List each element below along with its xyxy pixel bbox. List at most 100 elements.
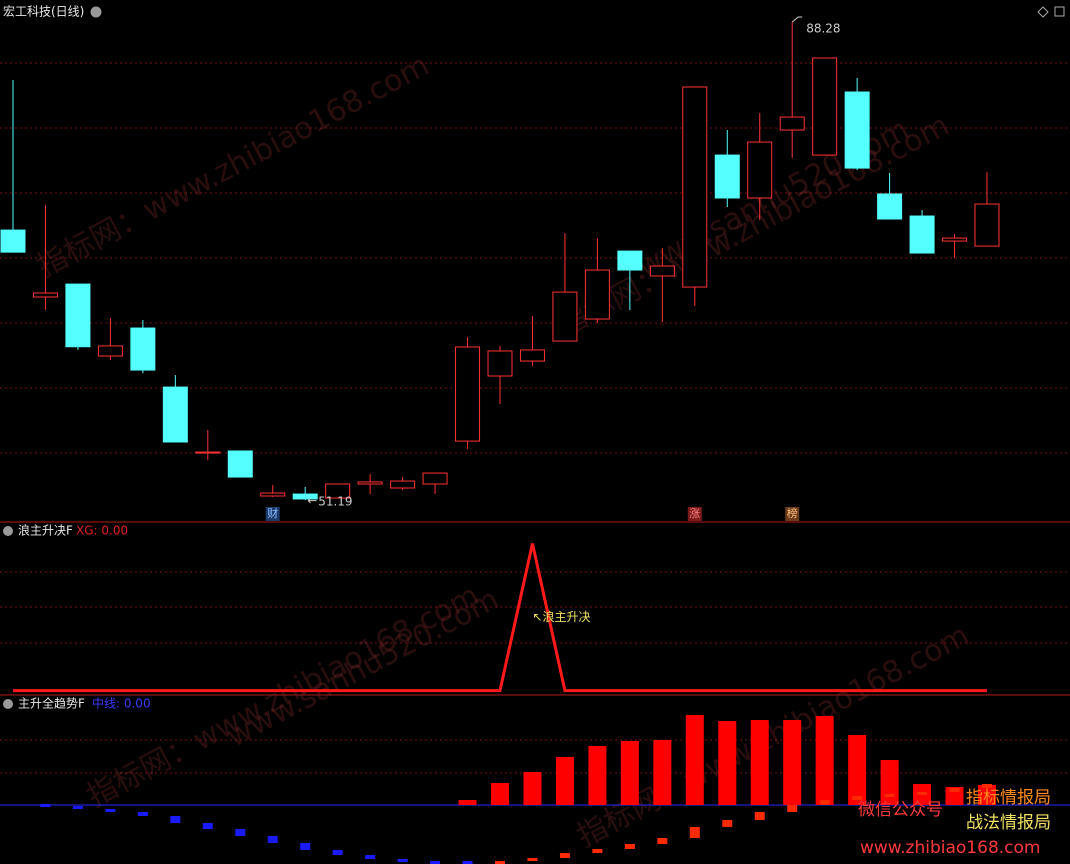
panel-title: 主升全趋势F <box>18 696 85 711</box>
trend-step <box>137 812 148 816</box>
histogram-bar <box>783 720 802 805</box>
candle-body <box>779 116 805 131</box>
candle-body <box>649 265 675 277</box>
trend-step <box>949 788 960 792</box>
max-label: 88.28 <box>806 22 840 36</box>
candle-body <box>390 480 416 489</box>
candle-body <box>455 346 481 442</box>
event-label: 榜 <box>787 506 798 520</box>
menu-icon[interactable] <box>3 699 13 709</box>
candle-body <box>519 349 545 362</box>
trend-step <box>754 812 765 820</box>
histogram-bar <box>555 757 574 805</box>
histogram-bar <box>685 715 704 805</box>
candle-body <box>65 283 91 348</box>
histogram-bar <box>880 760 899 805</box>
panel-legend: XG: 0.00 <box>76 524 128 538</box>
toggle-icon[interactable] <box>1037 6 1049 18</box>
max-pointer <box>791 16 803 23</box>
brand-url: www.zhibiao168.com <box>860 838 1040 858</box>
trend-step <box>72 806 83 809</box>
trend-step <box>332 850 343 855</box>
candle-body <box>552 291 578 342</box>
panel-title: 浪主升决F <box>18 523 73 538</box>
candle-body <box>32 292 58 298</box>
candle-body <box>909 215 935 254</box>
candle-body <box>357 481 383 485</box>
histogram-bar <box>588 746 607 805</box>
trend-step <box>689 827 700 838</box>
trend-step <box>105 809 116 812</box>
histogram-bar <box>815 716 834 805</box>
event-badge <box>687 507 702 521</box>
histogram-bar <box>848 735 867 805</box>
candle-body <box>422 472 448 485</box>
trend-step <box>884 794 895 797</box>
event-badge <box>265 507 280 521</box>
line-annotation: ↖浪主升决 <box>532 609 590 624</box>
trend-step <box>624 844 635 849</box>
candle-body <box>617 250 643 271</box>
candle-body <box>292 493 318 500</box>
trend-step <box>527 858 538 861</box>
histogram-bar <box>620 741 639 805</box>
histogram-bar <box>718 721 737 805</box>
brand-name: 战法情报局 <box>966 813 1051 833</box>
histogram-bar <box>523 772 542 805</box>
event-badge <box>785 507 800 521</box>
trend-step <box>397 859 408 862</box>
candle-body <box>974 203 1000 247</box>
brand-wechat: 微信公众号 <box>858 800 943 820</box>
candle-body <box>0 229 26 253</box>
min-arrow: ← <box>307 494 317 508</box>
menu-icon[interactable] <box>3 526 13 536</box>
candle-body <box>260 492 286 497</box>
trend-step <box>300 843 311 850</box>
brand-name: 指标情报局 <box>966 788 1051 808</box>
trend-step <box>40 804 51 807</box>
trend-step <box>495 861 505 864</box>
trend-step <box>819 800 830 805</box>
trend-step <box>592 849 603 853</box>
candle-body <box>162 386 188 443</box>
candle-body <box>97 345 123 357</box>
trend-step <box>787 805 798 812</box>
candle-body <box>877 193 903 220</box>
trend-step <box>917 792 928 795</box>
toggle-icon[interactable] <box>1054 6 1065 17</box>
trend-step <box>430 861 441 864</box>
histogram-bar <box>491 783 509 805</box>
candle-body <box>584 269 610 320</box>
candles: 财 涨 榜 88.28 ← 51.19 <box>0 16 1000 521</box>
candle-body <box>227 450 253 478</box>
trend-step <box>722 820 733 827</box>
candle-body <box>325 483 351 499</box>
candle-body <box>714 154 740 199</box>
candle-body <box>487 350 513 377</box>
header: 宏工科技(日线) 浪主升决F XG: 0.00 主升全趋势F 中线: 0.00 <box>3 4 1065 711</box>
panel-legend: 中线: 0.00 <box>92 696 151 711</box>
histogram-bar <box>978 785 996 805</box>
candle-body <box>747 141 773 199</box>
trend-step <box>462 861 473 864</box>
histogram-bar <box>750 720 769 805</box>
min-label: 51.19 <box>318 495 352 509</box>
histogram-bar <box>653 740 672 805</box>
trend-step <box>267 836 278 843</box>
trend-step <box>559 853 570 858</box>
candle-body <box>682 86 708 288</box>
trend-step <box>852 796 863 800</box>
event-label: 财 <box>267 506 278 520</box>
candle-body <box>844 91 870 169</box>
trend-step <box>365 855 376 859</box>
histogram-bar <box>458 800 477 805</box>
candle-body <box>942 237 968 242</box>
grid <box>0 62 1070 774</box>
menu-icon[interactable] <box>90 6 102 18</box>
trend-step <box>202 823 213 829</box>
candle-body <box>812 57 838 156</box>
trend-step <box>235 829 246 836</box>
candle-body <box>130 327 156 371</box>
